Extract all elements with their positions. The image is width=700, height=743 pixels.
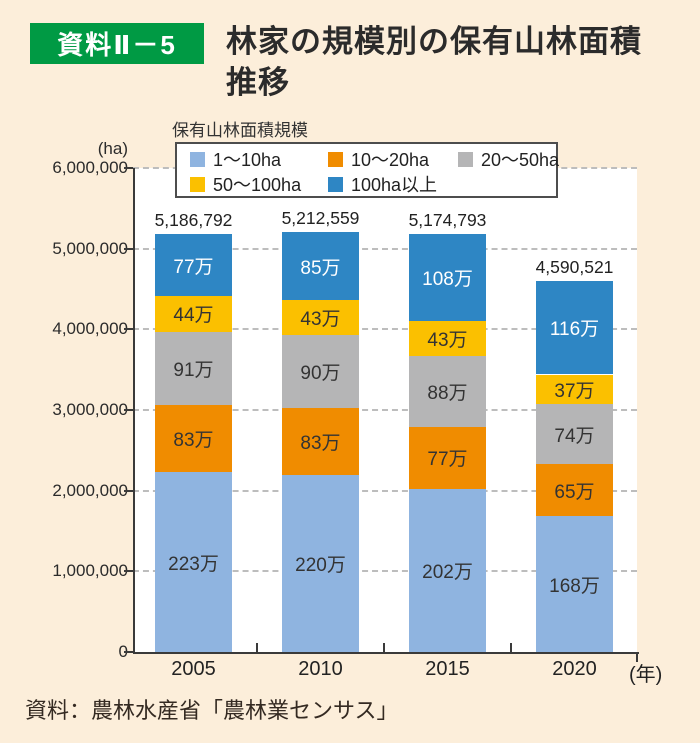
legend-swatch — [328, 151, 343, 167]
bar-segment-label: 44万 — [173, 305, 214, 327]
bar-segment-label: 85万 — [300, 257, 341, 279]
y-tick — [124, 651, 133, 653]
bar-segment-label: 223万 — [168, 553, 219, 575]
legend-label: 1〜10ha — [213, 150, 282, 170]
bar-segment: 37万 — [536, 374, 613, 405]
figure-number-tag: 資料Ⅱ－5 — [30, 23, 204, 64]
source-note: 資料：農林水産省「農林業センサス」 — [25, 698, 399, 723]
bar-segment-label: 202万 — [422, 562, 473, 584]
bar-segment-label: 108万 — [422, 269, 473, 291]
bar-total-label: 5,212,559 — [281, 207, 360, 228]
legend-swatch — [190, 176, 205, 192]
y-tick — [124, 167, 133, 169]
legend-item: 20〜50ha — [458, 148, 559, 170]
bar-segment: 77万 — [155, 234, 232, 297]
bar-segment-label: 220万 — [295, 554, 346, 576]
y-tick — [124, 489, 133, 492]
x-tick — [383, 643, 385, 652]
bar-segment-label: 116万 — [549, 319, 600, 341]
bar-segment: 220万 — [282, 474, 359, 652]
y-tick — [124, 570, 133, 573]
figure-title: 林家の規模別の保有山林面積 推移 — [226, 21, 642, 103]
bar-segment: 116万 — [536, 280, 613, 375]
bar-segment: 83万 — [155, 405, 232, 473]
bar-segment: 85万 — [282, 231, 359, 301]
legend-label: 20〜50ha — [481, 150, 560, 170]
x-axis — [133, 652, 639, 654]
bar-segment-label: 65万 — [554, 481, 595, 503]
bar-segment-label: 90万 — [300, 362, 341, 384]
bar-segment: 43万 — [282, 300, 359, 335]
legend-box: 1〜10ha 10〜20ha 20〜50ha 50〜100ha 100ha以上 — [175, 142, 559, 198]
y-axis-unit: (ha) — [97, 139, 128, 158]
gridline — [133, 570, 637, 573]
bar-segment-label: 74万 — [554, 425, 595, 447]
x-tick-label: 2005 — [171, 658, 216, 680]
legend-label: 10〜20ha — [351, 150, 430, 170]
bar-segment: 202万 — [409, 489, 486, 652]
figure-title-line1: 林家の規模別の保有山林面積 — [226, 24, 642, 59]
x-tick — [256, 643, 258, 652]
bar-segment: 83万 — [282, 407, 359, 475]
bar-segment-label: 43万 — [300, 309, 341, 331]
bar-segment: 223万 — [155, 472, 232, 652]
legend-label: 50〜100ha — [213, 175, 302, 195]
x-axis-end-tick — [636, 654, 638, 662]
legend-label: 100ha以上 — [351, 175, 438, 195]
bar-segment: 74万 — [536, 404, 613, 465]
legend-item: 1〜10ha — [190, 148, 328, 170]
bar-segment-label: 91万 — [173, 359, 214, 381]
y-tick-label: 5,000,000 — [52, 238, 128, 258]
legend-grid: 1〜10ha 10〜20ha 20〜50ha 50〜100ha 100ha以上 — [177, 144, 559, 195]
gridline — [133, 328, 637, 331]
bar-segment: 168万 — [536, 516, 613, 652]
x-tick-label: 2020 — [552, 658, 597, 680]
bar-segment-label: 77万 — [427, 449, 468, 471]
bar-segment-label: 37万 — [554, 380, 595, 402]
bar-total-label: 4,590,521 — [535, 256, 614, 277]
y-tick — [124, 247, 133, 250]
bar-segment: 108万 — [409, 234, 486, 322]
gridline — [133, 489, 637, 492]
figure-title-line2: 推移 — [226, 65, 290, 100]
bar-segment: 77万 — [409, 426, 486, 490]
bar-segment-label: 88万 — [427, 382, 468, 404]
y-tick — [124, 328, 133, 331]
y-tick-label: 2,000,000 — [52, 480, 128, 500]
gridline — [133, 247, 637, 250]
bar-segment-label: 83万 — [173, 430, 214, 452]
y-tick-label: 3,000,000 — [52, 400, 128, 419]
legend-item: 100ha以上 — [328, 173, 458, 195]
y-tick-label: 1,000,000 — [52, 561, 128, 581]
legend-swatch — [328, 176, 343, 192]
bar-segment: 91万 — [155, 331, 232, 406]
bar-total-label: 5,186,792 — [154, 210, 233, 231]
x-tick — [510, 643, 512, 652]
x-tick-label: 2010 — [298, 658, 343, 680]
legend-title: 保有山林面積規模 — [172, 121, 308, 140]
legend-item: 50〜100ha — [190, 173, 328, 195]
x-tick-label: 2015 — [425, 658, 470, 680]
bar-segment-label: 43万 — [427, 330, 468, 352]
bar-segment: 88万 — [409, 355, 486, 427]
gridline — [133, 409, 637, 411]
legend-swatch — [190, 151, 205, 167]
bar-segment: 90万 — [282, 334, 359, 408]
y-tick-label: 0 — [18, 642, 128, 662]
bar-segment: 43万 — [409, 321, 486, 356]
bar-segment: 44万 — [155, 296, 232, 332]
bar-segment-label: 168万 — [549, 575, 600, 597]
bar-segment: 65万 — [536, 464, 613, 517]
legend-swatch — [458, 151, 473, 167]
bar-total-label: 5,174,793 — [408, 210, 487, 231]
y-tick — [124, 409, 133, 411]
bar-segment-label: 77万 — [173, 256, 214, 278]
y-tick-label: 4,000,000 — [52, 319, 128, 339]
legend-item: 10〜20ha — [328, 148, 458, 170]
bar-segment-label: 83万 — [300, 432, 341, 454]
y-axis — [133, 168, 135, 654]
x-axis-unit: (年) — [629, 664, 663, 686]
y-tick-label: 6,000,000 — [52, 158, 128, 177]
